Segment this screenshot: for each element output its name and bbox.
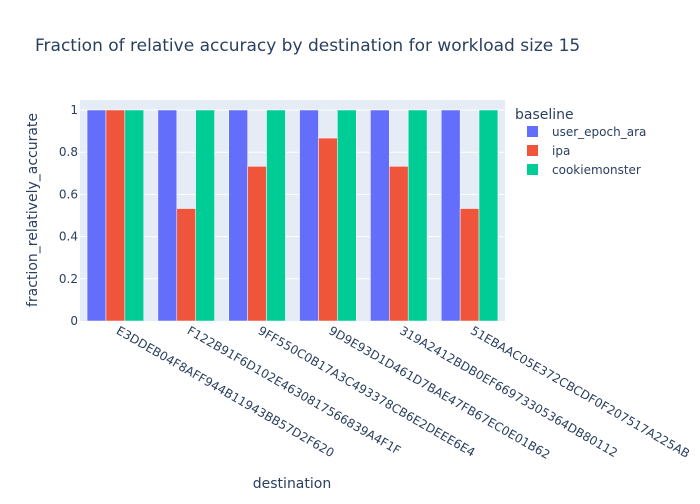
legend-swatch-user_epoch_ara[interactable] [527, 126, 538, 137]
bar-cookiemonster-0[interactable] [124, 109, 145, 322]
y-tick-labels: 0 0.2 0.4 0.6 0.8 1 [59, 103, 78, 328]
chart-title: Fraction of relative accuracy by destina… [35, 36, 580, 56]
y-tick-label: 0.2 [59, 272, 78, 286]
bar-user_epoch_ara-3[interactable] [299, 109, 319, 322]
y-tick-label: 0.4 [59, 230, 78, 244]
bar-ipa-2[interactable] [247, 166, 267, 322]
bar-ipa-3[interactable] [318, 137, 338, 322]
bar-ipa-0[interactable] [105, 109, 126, 322]
legend-swatch-cookiemonster[interactable] [527, 164, 538, 175]
bar-ipa-4[interactable] [389, 166, 409, 322]
bar-user_epoch_ara-2[interactable] [228, 109, 248, 322]
bar-ipa-1[interactable] [176, 208, 196, 322]
y-tick-label: 0 [70, 314, 78, 328]
legend-label-ipa[interactable]: ipa [552, 144, 570, 158]
bar-user_epoch_ara-0[interactable] [86, 109, 107, 322]
x-axis-label: destination [253, 476, 331, 492]
bar-user_epoch_ara-5[interactable] [441, 109, 461, 322]
y-axis-label: fraction_relatively_accurate [25, 113, 41, 307]
bar-user_epoch_ara-1[interactable] [157, 109, 178, 322]
y-tick-label: 0.8 [59, 145, 78, 159]
legend-swatch-ipa[interactable] [527, 145, 538, 156]
bar-ipa-5[interactable] [459, 208, 480, 322]
bar-cookiemonster-4[interactable] [407, 109, 428, 322]
y-tick-label: 1 [70, 103, 78, 117]
bar-user_epoch_ara-4[interactable] [370, 109, 390, 322]
legend-label-user_epoch_ara[interactable]: user_epoch_ara [552, 125, 646, 139]
bar-cookiemonster-5[interactable] [478, 109, 499, 322]
bar-cookiemonster-1[interactable] [195, 109, 215, 322]
bar-cookiemonster-2[interactable] [266, 109, 286, 322]
gridlines [80, 109, 505, 280]
bars [86, 109, 499, 322]
legend-title: baseline [515, 107, 574, 123]
plot-area [80, 100, 505, 321]
legend-label-cookiemonster[interactable]: cookiemonster [552, 163, 641, 177]
x-tick-labels: E3DDEB04F8AFF944B11943BB57D2F620F122B91F… [114, 323, 692, 462]
y-tick-label: 0.6 [59, 187, 78, 201]
bar-cookiemonster-3[interactable] [337, 109, 357, 322]
